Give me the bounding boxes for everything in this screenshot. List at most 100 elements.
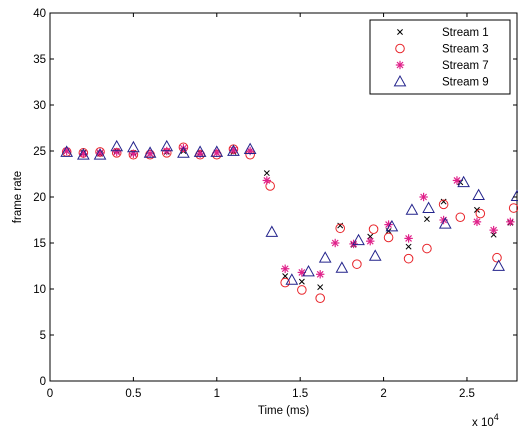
data-point xyxy=(367,233,374,240)
data-point xyxy=(280,264,290,273)
x-axis-multiplier: x 104 xyxy=(472,412,499,429)
data-point xyxy=(489,225,498,235)
y-tick-label: 5 xyxy=(40,330,46,342)
marker-stroke xyxy=(352,233,365,246)
x-axis-multiplier-base: x 10 xyxy=(472,417,494,429)
data-point xyxy=(93,148,107,160)
marker-stroke xyxy=(368,249,382,261)
marker-stroke xyxy=(337,222,344,229)
marker-stroke xyxy=(490,226,498,234)
data-point xyxy=(492,259,506,271)
marker-stroke xyxy=(352,259,362,269)
data-point xyxy=(419,192,428,202)
data-point xyxy=(403,253,414,264)
marker-stroke xyxy=(143,146,157,158)
data-point xyxy=(331,238,340,248)
data-point xyxy=(490,231,497,238)
marker-stroke xyxy=(403,253,414,264)
marker-stroke xyxy=(227,144,240,156)
marker-stroke xyxy=(420,193,428,201)
data-point xyxy=(160,139,174,152)
legend-marker xyxy=(395,60,405,70)
y-tick-label: 0 xyxy=(40,376,46,388)
data-point xyxy=(112,147,121,157)
data-point xyxy=(212,148,221,158)
marker-stroke xyxy=(395,43,405,54)
data-point xyxy=(282,273,289,280)
marker-stroke xyxy=(438,217,452,229)
marker-stroke xyxy=(193,145,207,157)
data-point xyxy=(210,145,224,157)
marker-stroke xyxy=(440,198,447,205)
marker-stroke xyxy=(506,218,514,226)
data-point xyxy=(315,270,325,279)
data-point xyxy=(440,198,447,205)
data-point xyxy=(452,176,462,185)
data-point xyxy=(285,273,299,285)
x-tick-label: 0.5 xyxy=(125,388,141,400)
legend-label: Stream 1 xyxy=(442,27,489,39)
data-point xyxy=(177,146,190,158)
marker-stroke xyxy=(438,199,449,210)
data-point xyxy=(315,293,325,304)
marker-stroke xyxy=(110,139,124,152)
marker-stroke xyxy=(265,181,275,191)
data-point xyxy=(422,201,435,213)
data-point xyxy=(368,224,379,234)
data-point xyxy=(280,277,290,288)
legend: Stream 1 Stream 3 Stream 7 Stream 9 xyxy=(369,19,511,95)
marker-stroke xyxy=(297,285,307,295)
data-point xyxy=(404,234,413,243)
marker-stroke xyxy=(280,277,290,288)
legend-box xyxy=(369,19,511,95)
marker-stroke xyxy=(302,264,315,277)
marker-stroke xyxy=(423,216,430,223)
marker-stroke xyxy=(60,145,74,157)
marker-stroke xyxy=(393,74,407,87)
data-point xyxy=(422,243,432,254)
data-marks xyxy=(60,139,518,304)
data-point xyxy=(457,175,470,188)
legend-item: Stream 3 xyxy=(395,43,489,56)
marker-stroke xyxy=(298,278,305,285)
y-tick-label: 40 xyxy=(33,8,46,20)
marker-stroke xyxy=(473,218,481,226)
marker-stroke xyxy=(315,293,325,304)
data-point xyxy=(145,149,155,158)
data-point xyxy=(455,212,466,223)
marker-stroke xyxy=(93,148,107,160)
marker-stroke xyxy=(263,170,270,177)
marker-stroke xyxy=(282,273,289,280)
marker-stroke xyxy=(210,145,224,157)
marker-stroke xyxy=(457,175,470,188)
marker-stroke xyxy=(96,149,104,157)
data-point xyxy=(60,145,74,157)
data-point xyxy=(317,284,324,291)
data-point xyxy=(492,252,502,263)
marker-stroke xyxy=(316,270,324,278)
data-point xyxy=(510,189,518,201)
marker-stroke xyxy=(385,219,399,232)
y-tick-label: 25 xyxy=(33,146,46,158)
marker-stroke xyxy=(127,140,140,153)
data-point xyxy=(383,232,394,243)
marker-stroke xyxy=(397,29,403,35)
data-point xyxy=(302,264,315,277)
legend-label: Stream 9 xyxy=(442,77,489,89)
marker-stroke xyxy=(492,252,502,263)
data-point xyxy=(127,140,140,153)
x-tick-label: 1.5 xyxy=(292,388,308,400)
marker-stroke xyxy=(246,147,254,155)
data-point xyxy=(318,251,332,263)
marker-stroke xyxy=(160,139,174,152)
data-point xyxy=(243,142,257,155)
marker-stroke xyxy=(317,284,324,291)
y-tick-label: 15 xyxy=(33,238,46,250)
data-point xyxy=(110,139,124,152)
legend-label: Stream 7 xyxy=(442,60,489,72)
data-point xyxy=(337,222,344,229)
marker-stroke xyxy=(383,232,394,243)
y-axis-label: frame rate xyxy=(12,171,24,223)
data-point xyxy=(366,236,375,246)
